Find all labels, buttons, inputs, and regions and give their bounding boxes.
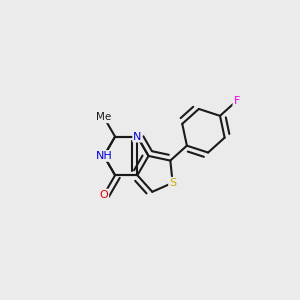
Text: N: N — [133, 132, 142, 142]
Text: O: O — [100, 190, 108, 200]
Text: S: S — [169, 178, 176, 188]
Text: F: F — [233, 96, 240, 106]
Text: Me: Me — [96, 112, 112, 122]
Text: NH: NH — [96, 151, 112, 161]
